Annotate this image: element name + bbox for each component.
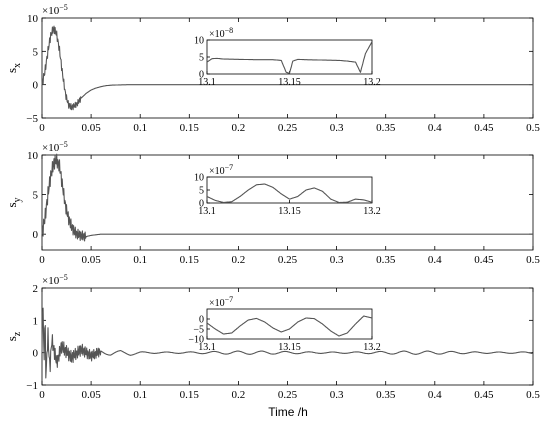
panel-x: 0 0.05 0.1 0.15 0.2 0.25 0.3 0.35 0.4 0.45 0.5−505…: [4, 3, 540, 134]
x-tick-label: 0.3: [330, 389, 344, 401]
x-tick-label: 0.35: [376, 389, 396, 401]
x-tick-label: 0.3: [330, 254, 344, 266]
y-tick-label: 0: [33, 229, 39, 241]
x-tick-label: 0.2: [232, 254, 246, 266]
inset-z: 13.1 13.15 13.2 −10−50 ×10−7: [188, 295, 380, 353]
y-tick-label: 2: [33, 283, 39, 295]
inset-y-tick-label: 0: [199, 70, 204, 81]
x-tick-label: 0.45: [474, 389, 494, 401]
plot-frame: [41, 17, 534, 119]
inset-exponent-label: ×10−7: [209, 295, 233, 309]
y-tick-label: 0: [33, 80, 39, 92]
series-line-y: [41, 153, 534, 242]
inset-x-tick-label: 13.15: [278, 342, 301, 353]
x-tick-label: 0.3: [330, 122, 344, 134]
y-exponent-label: ×10−5: [42, 3, 68, 17]
x-tick-label: 0.15: [180, 254, 200, 266]
x-tick-label: 0.2: [232, 389, 246, 401]
x-tick-label: 0.5: [526, 389, 540, 401]
inset-y-tick-label: 0: [199, 199, 204, 210]
x-tick-label: 0: [39, 122, 45, 134]
y-tick-label: 1: [33, 315, 39, 327]
x-tick-label: 0.25: [278, 389, 298, 401]
x-tick-label: 0.35: [376, 122, 396, 134]
x-tick-label: 0.1: [133, 389, 147, 401]
x-tick-label: 0.05: [81, 254, 101, 266]
y-exponent-label: ×10−5: [42, 140, 68, 154]
x-axis-label: Time /h: [268, 405, 308, 419]
y-tick-label: 10: [27, 13, 39, 25]
x-tick-label: 0.4: [428, 254, 442, 266]
y-axis-label: sz: [4, 331, 23, 341]
inset-x-tick-label: 13.2: [363, 342, 381, 353]
x-tick-label: 0.45: [474, 254, 494, 266]
x-tick-label: 0.35: [376, 254, 396, 266]
y-exponent-label: ×10−5: [42, 273, 68, 287]
inset-y-tick-label: −10: [188, 335, 204, 346]
inset-frame: [206, 308, 373, 340]
inset-x-tick-label: 13.2: [363, 77, 381, 88]
panel-y: 0 0.05 0.1 0.15 0.2 0.25 0.3 0.35 0.4 0.45 0.5 0 5 10…: [4, 140, 540, 266]
x-tick-label: 0: [39, 254, 45, 266]
x-tick-label: 0.15: [180, 122, 200, 134]
x-tick-label: 0.25: [278, 122, 298, 134]
inset-y: 13.1 13.15 13.2 0 5 10 ×10−7: [194, 163, 381, 217]
x-tick-label: 0.05: [81, 389, 101, 401]
inset-y-tick-label: 5: [199, 53, 204, 64]
y-axis-label: sx: [4, 63, 23, 73]
y-tick-label: 0: [33, 348, 39, 360]
inset-y-tick-label: 0: [199, 315, 204, 326]
inset-frame: [206, 39, 373, 75]
x-tick-label: 0.45: [474, 122, 494, 134]
inset-x-tick-label: 13.1: [198, 206, 216, 217]
x-tick-label: 0.05: [81, 122, 101, 134]
y-tick-label: 10: [27, 150, 39, 162]
y-axis-label: sy: [4, 197, 23, 207]
plot-frame: [41, 287, 534, 386]
inset-x: 13.1 13.15 13.2 0 5 10 ×10−8: [194, 26, 381, 88]
x-tick-label: 0.4: [428, 389, 442, 401]
inset-x-tick-label: 13.2: [363, 206, 381, 217]
x-tick-label: 0.15: [180, 389, 200, 401]
inset-series-line: [206, 41, 373, 74]
series-line-z: [41, 307, 534, 379]
y-tick-label: 5: [33, 190, 39, 202]
x-tick-label: 0.5: [526, 254, 540, 266]
x-tick-label: 0.1: [133, 122, 147, 134]
panel-z: 0 0.05 0.1 0.15 0.2 0.25 0.3 0.35 0.4 0.45 0.5−101…: [4, 273, 540, 401]
inset-x-tick-label: 13.1: [198, 342, 216, 353]
x-tick-label: 0: [39, 389, 45, 401]
inset-x-tick-label: 13.1: [198, 77, 216, 88]
y-tick-label: −5: [26, 113, 38, 125]
x-tick-label: 0.25: [278, 254, 298, 266]
inset-y-tick-label: 5: [199, 186, 204, 197]
x-tick-label: 0.5: [526, 122, 540, 134]
x-tick-label: 0.1: [133, 254, 147, 266]
inset-y-tick-label: −5: [193, 325, 204, 336]
inset-series-line: [206, 183, 373, 204]
x-tick-label: 0.2: [232, 122, 246, 134]
inset-x-tick-label: 13.15: [278, 77, 301, 88]
y-tick-label: −1: [26, 380, 38, 392]
inset-exponent-label: ×10−7: [209, 163, 233, 177]
inset-exponent-label: ×10−8: [209, 26, 233, 40]
y-tick-label: 5: [33, 46, 39, 58]
inset-series-line: [206, 315, 373, 337]
inset-y-tick-label: 10: [194, 173, 204, 184]
series-line-x: [41, 25, 534, 111]
x-tick-label: 0.4: [428, 122, 442, 134]
plot-frame: [41, 154, 534, 251]
inset-x-tick-label: 13.15: [278, 206, 301, 217]
inset-y-tick-label: 10: [194, 36, 204, 47]
